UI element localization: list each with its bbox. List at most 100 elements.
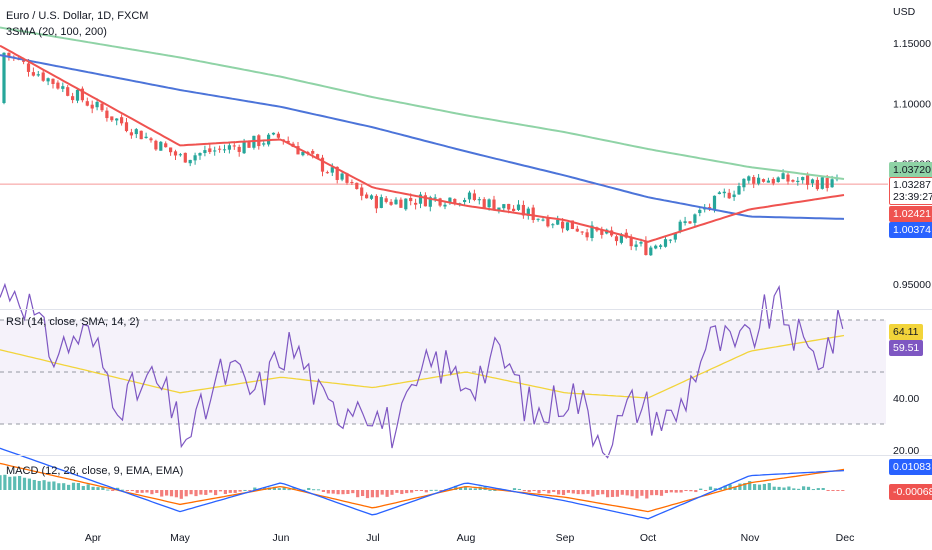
candle-body: [570, 220, 574, 229]
candle-body: [663, 239, 668, 247]
candle-body: [404, 198, 408, 210]
candle-body: [71, 96, 75, 101]
candle-body: [614, 236, 619, 242]
sma20-line: [0, 44, 845, 243]
macd-histogram-bar: [429, 489, 433, 491]
candle-body: [286, 140, 290, 143]
macd-histogram-bar: [233, 490, 237, 493]
last-price-tag: 1.03287 23:39:27: [889, 177, 932, 205]
macd-histogram-bar: [694, 490, 698, 493]
macd-histogram-bar: [743, 483, 747, 490]
candle-body: [463, 200, 467, 203]
rsi-tick-label: 40.00: [893, 393, 919, 405]
sma200-value-tag: 1.03720: [889, 162, 932, 178]
candle-body: [830, 179, 834, 188]
rsi-line: [0, 282, 844, 459]
candle-body: [159, 141, 163, 151]
candle-body: [516, 204, 521, 210]
x-tick-label: Nov: [741, 532, 760, 544]
macd-histogram-bar: [0, 475, 2, 490]
candle-body: [247, 142, 251, 148]
candle-body: [183, 152, 187, 163]
macd-histogram-bar: [47, 481, 51, 490]
macd-histogram-bar: [331, 490, 335, 494]
macd-histogram-bar: [184, 490, 188, 497]
candle-body: [668, 239, 672, 241]
macd-histogram-bar: [3, 474, 7, 490]
macd-histogram-bar: [659, 490, 664, 496]
macd-histogram-bar: [307, 487, 311, 490]
macd-histogram-bar: [576, 490, 580, 495]
macd-histogram-bar: [116, 487, 120, 490]
candle-body: [487, 199, 491, 208]
macd-histogram-bar: [463, 486, 468, 490]
candle-body: [825, 178, 829, 189]
macd-histogram-bar: [689, 490, 693, 492]
macd-histogram-bar: [635, 490, 639, 499]
candle-body: [443, 204, 447, 207]
x-tick-label: Aug: [457, 532, 476, 544]
macd-histogram-bar: [385, 490, 389, 497]
macd-histogram-bar: [71, 482, 76, 490]
macd-histogram-bar: [821, 488, 825, 490]
macd-histogram-bar: [581, 490, 585, 495]
macd-histogram-bar: [125, 490, 129, 491]
macd-histogram-bar: [723, 485, 727, 490]
macd-indicator-label[interactable]: MACD (12, 26, close, 9, EMA, EMA): [6, 465, 184, 477]
macd-histogram-bar: [179, 490, 183, 499]
candle-body: [2, 52, 6, 104]
macd-histogram-bar: [316, 489, 321, 491]
macd-histogram-bar: [826, 490, 830, 491]
macd-histogram-bar: [218, 490, 223, 492]
x-tick-label: May: [170, 532, 191, 544]
macd-histogram-bar: [454, 485, 458, 490]
macd-histogram-bar: [708, 486, 713, 490]
macd-histogram-bar: [571, 490, 575, 494]
macd-histogram-bar: [91, 486, 95, 490]
rsi-sma-value-tag: 64.11: [889, 324, 923, 340]
candle-body: [115, 118, 119, 121]
candle-body: [369, 195, 374, 199]
candle-body: [262, 143, 266, 145]
macd-histogram-bar: [243, 489, 247, 491]
macd-histogram-bar: [669, 490, 673, 493]
candle-body: [149, 138, 153, 141]
macd-histogram-bar: [797, 488, 801, 490]
pane-separator-rsi[interactable]: [0, 309, 932, 310]
macd-histogram-bar: [625, 490, 629, 496]
macd-histogram-bar: [640, 490, 644, 496]
ma-indicator-label[interactable]: 3SMA (20, 100, 200): [6, 26, 107, 38]
macd-histogram-bar: [610, 490, 615, 497]
macd-histogram-bar: [37, 480, 41, 490]
macd-histogram-bar: [704, 490, 708, 491]
macd-histogram-bar: [351, 490, 355, 494]
candle-body: [791, 180, 795, 182]
macd-histogram-bar: [346, 490, 350, 494]
macd-histogram-bar: [199, 490, 203, 495]
macd-histogram-bar: [18, 475, 22, 490]
rsi-indicator-label[interactable]: RSI (14, close, SMA, 14, 2): [6, 316, 140, 328]
candle-body: [600, 229, 604, 235]
candle-body: [556, 219, 560, 225]
symbol-title[interactable]: Euro / U.S. Dollar, 1D, FXCM: [6, 10, 149, 22]
candle-body: [786, 174, 790, 182]
macd-histogram-bar: [155, 490, 159, 493]
candle-body: [316, 154, 320, 159]
candle-body: [110, 116, 114, 121]
pane-separator-macd[interactable]: [0, 455, 932, 456]
candle-body: [810, 179, 815, 184]
macd-histogram-bar: [459, 487, 463, 490]
candle-body: [374, 195, 378, 209]
macd-histogram-bar: [356, 490, 360, 498]
candle-body: [507, 203, 511, 210]
macd-histogram-bar: [326, 490, 330, 494]
macd-histogram-bar: [753, 484, 757, 490]
candle-body: [546, 217, 550, 227]
price-tick-label: 1.10000: [893, 98, 931, 110]
macd-histogram-bar: [630, 490, 634, 497]
macd-histogram-bar: [169, 490, 174, 497]
candle-body: [688, 221, 692, 224]
macd-histogram-bar: [22, 477, 27, 490]
macd-histogram-bar: [424, 490, 428, 493]
